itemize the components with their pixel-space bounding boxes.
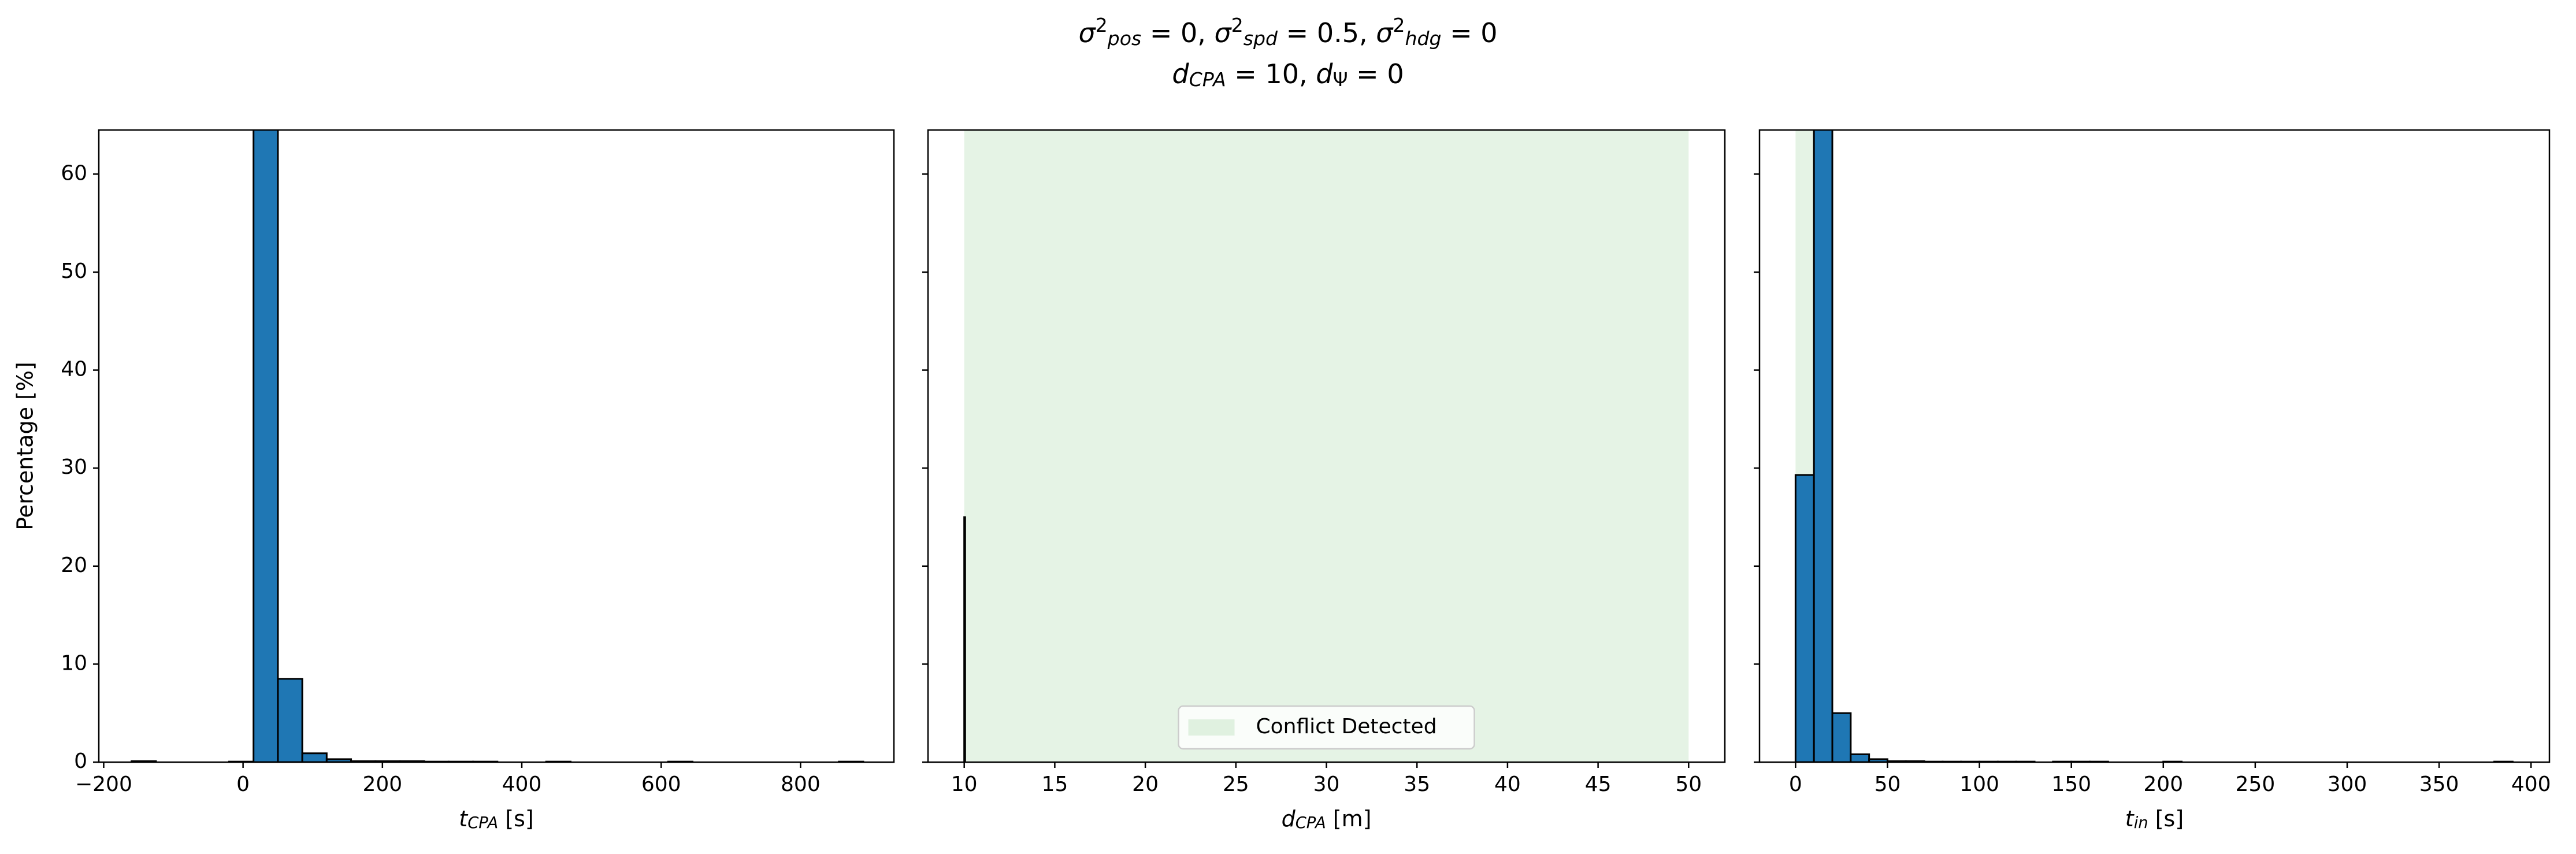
text-segment: = 10, <box>1226 58 1316 90</box>
histogram-bar <box>253 130 279 762</box>
histogram-bar <box>277 678 303 762</box>
x-axis-label: dCPA [m] <box>1282 806 1372 833</box>
x-tick-label: 300 <box>2328 773 2367 796</box>
x-axis-label: tin [s] <box>2125 806 2184 833</box>
text-segment: σ <box>1215 17 1233 49</box>
axes-frame <box>98 129 895 763</box>
x-tick-label: 200 <box>2143 773 2183 796</box>
legend-label: Conflict Detected <box>1256 715 1437 738</box>
x-tick-label: 35 <box>1404 773 1430 796</box>
y-tick-label: 40 <box>61 358 87 381</box>
y-tick-label: 20 <box>61 554 87 577</box>
x-tick-label: 350 <box>2419 773 2459 796</box>
legend-swatch <box>1188 719 1235 736</box>
text-segment: = 0.5, <box>1278 17 1376 49</box>
y-tick-label: 60 <box>61 161 87 185</box>
text-segment: σ <box>1376 17 1394 49</box>
figure-title: σ2pos = 0, σ2spd = 0.5, σ2hdg = 0 <box>1078 14 1497 50</box>
text-segment: hdg <box>1405 27 1441 50</box>
x-tick-label: 40 <box>1494 773 1521 796</box>
x-tick-label: 25 <box>1223 773 1249 796</box>
text-segment: t <box>2125 806 2135 831</box>
x-tick-label: 20 <box>1132 773 1159 796</box>
x-tick-label: 0 <box>236 773 250 796</box>
text-segment: = 0, <box>1141 17 1214 49</box>
x-tick-label: −200 <box>75 773 132 796</box>
x-axis-label: tCPA [s] <box>459 806 533 833</box>
histogram-bar <box>1850 753 1870 762</box>
legend-box <box>1178 705 1475 750</box>
text-segment: in <box>2134 814 2148 832</box>
x-tick-label: 600 <box>641 773 681 796</box>
y-tick-label: 50 <box>61 259 87 283</box>
text-segment: t <box>459 806 469 831</box>
x-tick-label: 100 <box>1959 773 1999 796</box>
histogram-bar <box>1794 474 1815 762</box>
text-segment: CPA <box>1189 68 1226 91</box>
text-segment: d <box>1282 806 1296 831</box>
x-tick-label: 0 <box>1789 773 1802 796</box>
text-segment: σ <box>1078 17 1096 49</box>
text-segment: [s] <box>498 806 534 831</box>
text-segment: CPA <box>1296 814 1326 832</box>
text-segment: spd <box>1244 27 1278 50</box>
text-segment: 2 <box>1393 14 1405 36</box>
histogram-bar <box>963 516 966 762</box>
x-tick-label: 45 <box>1585 773 1612 796</box>
text-segment: CPA <box>467 814 498 832</box>
x-tick-label: 800 <box>781 773 821 796</box>
text-segment: = 0 <box>1348 58 1404 90</box>
y-axis-label: Percentage [%] <box>13 362 38 530</box>
x-tick-label: 50 <box>1875 773 1901 796</box>
x-tick-label: 400 <box>2511 773 2551 796</box>
text-segment: d <box>1316 58 1333 90</box>
y-tick-label: 30 <box>61 455 87 479</box>
x-tick-label: 15 <box>1041 773 1068 796</box>
text-segment: d <box>1172 58 1189 90</box>
x-tick-label: 200 <box>362 773 402 796</box>
plot-area <box>963 130 1689 762</box>
figure-title: dCPA = 10, dΨ = 0 <box>1172 58 1404 91</box>
x-tick-label: 10 <box>951 773 978 796</box>
text-segment: pos <box>1107 27 1142 50</box>
y-tick-label: 10 <box>61 651 87 675</box>
x-tick-label: 50 <box>1675 773 1702 796</box>
highlight-span <box>964 130 1689 762</box>
axes-frame <box>1758 129 2551 763</box>
x-tick-label: 30 <box>1313 773 1340 796</box>
histogram-bar <box>301 752 328 762</box>
text-segment: = 0 <box>1442 17 1498 49</box>
x-tick-label: 400 <box>502 773 542 796</box>
text-segment: Ψ <box>1332 68 1348 91</box>
text-segment: 2 <box>1231 14 1244 36</box>
histogram-bar <box>1831 712 1852 762</box>
y-tick-label: 0 <box>74 749 87 773</box>
text-segment: 2 <box>1096 14 1108 36</box>
text-segment: [s] <box>2148 806 2184 831</box>
x-tick-label: 250 <box>2236 773 2276 796</box>
x-tick-label: 150 <box>2051 773 2091 796</box>
histogram-bar <box>1813 130 1833 762</box>
text-segment: [m] <box>1326 806 1372 831</box>
